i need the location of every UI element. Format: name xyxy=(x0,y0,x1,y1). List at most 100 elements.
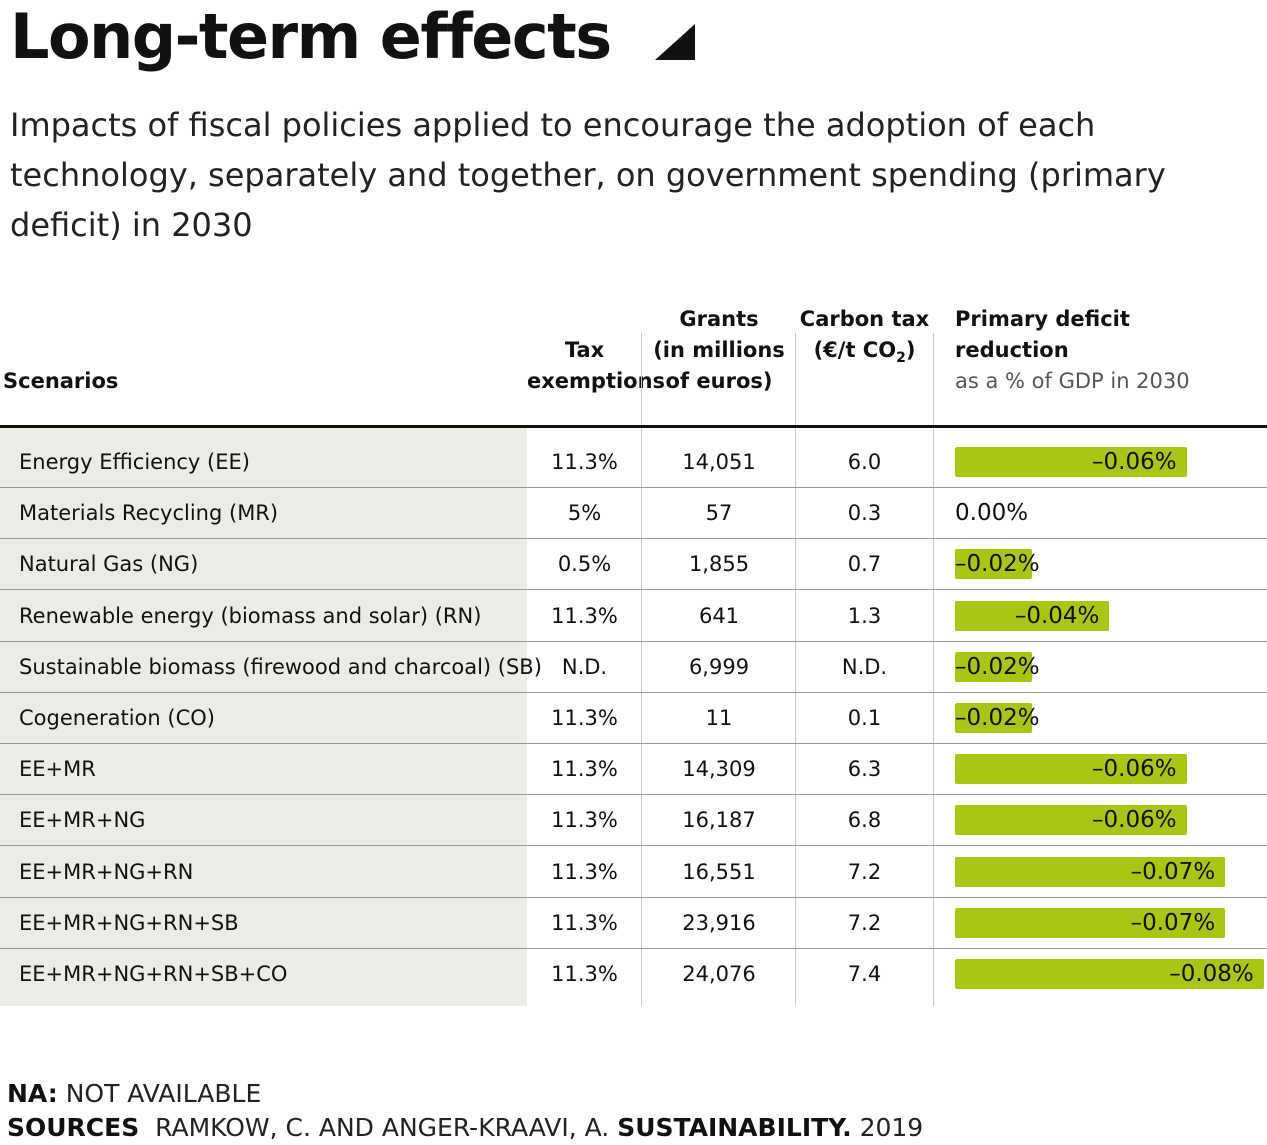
scenario-cell: EE+MR+NG+RN xyxy=(19,859,194,884)
carbon-tax-cell: 6.3 xyxy=(847,757,882,782)
deficit-label: –0.06% xyxy=(1092,449,1177,475)
carbon-tax-cell: 1.3 xyxy=(847,603,882,628)
scenario-cell: EE+MR+NG xyxy=(19,808,146,833)
deficit-bar xyxy=(955,856,1226,887)
header-deficit-line2: reduction xyxy=(955,338,1069,362)
tax-exemptions-cell: N.D. xyxy=(561,654,608,679)
deficit-bar xyxy=(955,651,1033,682)
scenario-cell: EE+MR+NG+RN+SB xyxy=(19,910,239,935)
deficit-bar xyxy=(955,549,1033,580)
column-divider xyxy=(795,428,796,1006)
tax-exemptions-cell: 0.5% xyxy=(557,552,612,577)
row-divider xyxy=(0,487,1267,488)
carbon-tax-cell: 0.7 xyxy=(847,552,882,577)
table-row: Renewable energy (biomass and solar) (RN… xyxy=(0,591,1267,642)
header-carbon-sub: 2 xyxy=(896,350,906,367)
deficit-label: 0.00% xyxy=(955,500,1029,527)
carbon-tax-cell: 7.2 xyxy=(847,859,882,884)
table-row: Materials Recycling (MR) 5% 57 0.3 0.00% xyxy=(0,488,1267,540)
row-divider xyxy=(0,589,1267,591)
header-grants: Grants (in millions of euros) xyxy=(643,304,795,397)
table-row: EE+MR+NG+RN+SB+CO 11.3% 24,076 7.4 –0.08% xyxy=(0,949,1267,1000)
carbon-tax-cell: 7.4 xyxy=(847,962,882,986)
footnote-na-key: NA: xyxy=(7,1079,58,1108)
tax-exemptions-cell: 11.3% xyxy=(551,757,618,782)
table-row: Cogeneration (CO) 11.3% 11 0.1 –0.02% xyxy=(0,693,1267,744)
deficit-bar xyxy=(955,805,1187,836)
header-tax-line1: Tax xyxy=(564,338,605,362)
row-divider xyxy=(0,743,1267,744)
deficit-label: –0.02% xyxy=(955,551,1040,578)
scenario-cell: Materials Recycling (MR) xyxy=(19,501,279,526)
header-carbon: Carbon tax (€/t CO2) xyxy=(796,304,933,374)
table-top-rule xyxy=(0,425,1267,428)
header-deficit-note: as a % of GDP in 2030 xyxy=(955,369,1190,393)
deficit-label: –0.08% xyxy=(1169,961,1254,987)
header-grants-line1: Grants xyxy=(679,307,759,331)
grants-cell: 16,187 xyxy=(682,808,756,833)
tax-exemptions-cell: 5% xyxy=(567,501,602,526)
deficit-bar xyxy=(955,754,1187,785)
deficit-label: –0.07% xyxy=(1130,858,1216,885)
scenario-cell: EE+MR+NG+RN+SB+CO xyxy=(19,962,288,986)
carbon-tax-cell: 6.8 xyxy=(847,808,882,833)
header-carbon-line1: Carbon tax xyxy=(799,307,930,331)
column-divider xyxy=(641,428,642,1006)
header-deficit-line1: Primary deficit xyxy=(955,307,1130,331)
tax-exemptions-cell: 11.3% xyxy=(551,450,618,474)
deficit-bar xyxy=(955,907,1226,938)
header-grants-line2: (in millions xyxy=(653,338,785,362)
tax-exemptions-cell: 11.3% xyxy=(551,808,618,833)
table-row: Energy Efficiency (EE) 11.3% 14,051 6.0 –0.0… xyxy=(0,437,1267,488)
row-divider xyxy=(0,794,1267,796)
carbon-tax-cell: 7.2 xyxy=(847,910,882,935)
row-divider xyxy=(0,691,1267,693)
deficit-label: –0.02% xyxy=(955,653,1040,680)
grants-cell: 641 xyxy=(698,603,740,628)
grants-cell: 24,076 xyxy=(682,962,756,986)
chart-title: Long-term effects xyxy=(10,0,612,73)
header-tax-line2: exemptions xyxy=(527,369,666,393)
header-tax: Tax exemptions xyxy=(527,335,666,397)
tax-exemptions-cell: 11.3% xyxy=(551,910,618,935)
grants-cell: 57 xyxy=(705,501,733,526)
chart-subtitle: Impacts of fiscal policies applied to en… xyxy=(10,106,1166,244)
grants-cell: 14,051 xyxy=(682,450,756,474)
deficit-bar xyxy=(955,600,1110,631)
grants-cell: 23,916 xyxy=(682,910,756,935)
deficit-bar xyxy=(955,447,1187,477)
table-row: EE+MR+NG+RN+SB 11.3% 23,916 7.2 –0.07% xyxy=(0,898,1267,949)
tax-exemptions-cell: 11.3% xyxy=(551,603,618,628)
table-row: EE+MR+NG+RN 11.3% 16,551 7.2 –0.07% xyxy=(0,847,1267,898)
header-carbon-line2: (€/t CO2) xyxy=(796,335,933,374)
footnote-sources-key: SOURCES xyxy=(7,1113,140,1142)
triangle-icon xyxy=(655,24,695,60)
deficit-label: –0.07% xyxy=(1130,909,1216,936)
footnote-na: NA: NOT AVAILABLE xyxy=(7,1077,261,1111)
tax-exemptions-cell: 11.3% xyxy=(551,859,618,884)
deficit-label: –0.06% xyxy=(1092,807,1177,834)
header-divider xyxy=(795,333,796,426)
table-row: EE+MR 11.3% 14,309 6.3 –0.06% xyxy=(0,744,1267,796)
row-divider xyxy=(0,845,1267,847)
header-carbon-close: ) xyxy=(905,338,916,362)
row-divider xyxy=(0,640,1267,642)
scenario-column-band xyxy=(0,428,527,1006)
table-row: Sustainable biomass (firewood and charco… xyxy=(0,642,1267,693)
scenario-cell: Natural Gas (NG) xyxy=(19,552,199,577)
table-row: EE+MR+NG 11.3% 16,187 6.8 –0.06% xyxy=(0,795,1267,847)
grants-cell: 6,999 xyxy=(688,654,750,679)
header-deficit: Primary deficit reduction xyxy=(955,304,1130,366)
table-row: Natural Gas (NG) 0.5% 1,855 0.7 –0.02% xyxy=(0,539,1267,591)
header-grants-line3: of euros) xyxy=(665,369,773,393)
deficit-bar xyxy=(955,703,1033,733)
carbon-tax-cell: N.D. xyxy=(841,654,888,679)
tax-exemptions-cell: 11.3% xyxy=(551,962,618,986)
scenario-cell: Sustainable biomass (firewood and charco… xyxy=(19,654,542,679)
header-scenarios: Scenarios xyxy=(3,369,119,393)
header-divider xyxy=(641,333,642,426)
column-divider xyxy=(933,428,934,1006)
footnote-sources: SOURCES RAMKOW, C. AND ANGER-KRAAVI, A. … xyxy=(7,1111,923,1145)
scenario-cell: Renewable energy (biomass and solar) (RN… xyxy=(19,603,482,628)
carbon-tax-cell: 6.0 xyxy=(847,450,882,474)
